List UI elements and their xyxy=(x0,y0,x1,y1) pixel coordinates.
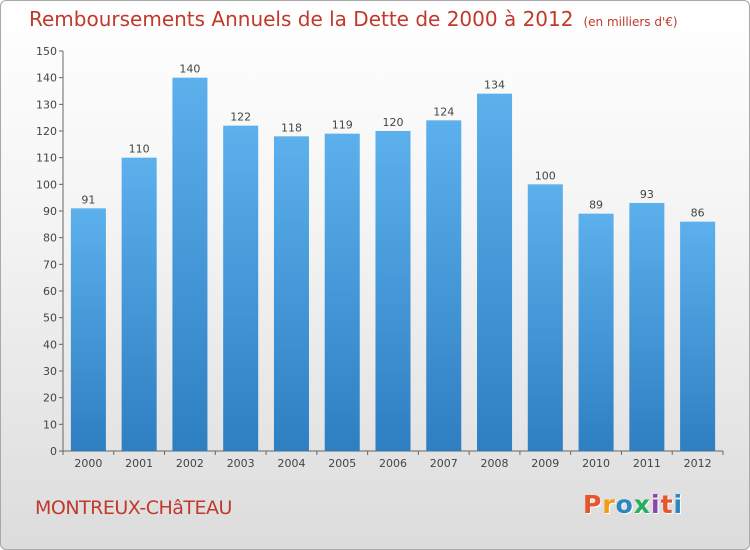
y-tick-label: 130 xyxy=(36,98,57,111)
bar xyxy=(375,131,411,451)
bar-value-label: 91 xyxy=(81,193,95,206)
bar xyxy=(273,136,309,452)
logo-letter: i xyxy=(673,490,684,519)
y-tick-label: 120 xyxy=(36,125,57,138)
x-tick-label: 2003 xyxy=(227,457,255,470)
chart-title: Remboursements Annuels de la Dette de 20… xyxy=(29,7,678,31)
bar-value-label: 118 xyxy=(281,121,302,134)
bar xyxy=(70,208,106,451)
y-tick-label: 50 xyxy=(43,312,57,325)
bar-value-label: 119 xyxy=(332,119,353,132)
y-tick-label: 80 xyxy=(43,232,57,245)
bar xyxy=(629,203,665,451)
bar xyxy=(477,93,513,452)
x-tick-label: 2002 xyxy=(176,457,204,470)
bar xyxy=(121,157,157,451)
bar-value-label: 93 xyxy=(640,188,654,201)
logo-letter: o xyxy=(615,490,634,519)
y-tick-label: 100 xyxy=(36,178,57,191)
bar xyxy=(578,213,614,451)
bar-series: 91 110 140 122 118 119 120 124 134 100 89 93 86 xyxy=(70,63,716,452)
bar xyxy=(426,120,462,451)
x-tick-label: 2006 xyxy=(379,457,407,470)
x-tick-label: 2007 xyxy=(430,457,458,470)
logo-letter: i xyxy=(651,490,661,519)
y-tick-label: 30 xyxy=(43,365,57,378)
x-tick-label: 2008 xyxy=(481,457,509,470)
chart-unit: (en milliers d'€) xyxy=(583,15,678,29)
chart-title-text: Remboursements Annuels de la Dette de 20… xyxy=(29,7,574,31)
bar xyxy=(324,133,360,451)
bar-value-label: 134 xyxy=(484,79,505,92)
logo-letter: r xyxy=(602,490,616,519)
y-tick-label: 140 xyxy=(36,72,57,85)
proxiti-logo: Proxiti xyxy=(583,490,683,519)
y-tick-label: 10 xyxy=(43,418,57,431)
bar-value-label: 140 xyxy=(179,63,200,76)
x-tick-label: 2000 xyxy=(74,457,102,470)
y-tick-label: 20 xyxy=(43,392,57,405)
bar xyxy=(527,184,563,452)
bar-value-label: 120 xyxy=(383,116,404,129)
logo-letter: x xyxy=(633,490,651,519)
chart-axes: 0 10 20 30 40 50 60 70 80 90 100 110 120 130 140 150 200… xyxy=(36,45,724,470)
x-tick-label: 2001 xyxy=(125,457,153,470)
bar-chart: 0 10 20 30 40 50 60 70 80 90 100 110 120 130 140 150 200… xyxy=(36,45,724,470)
x-tick-label: 2005 xyxy=(328,457,356,470)
bar xyxy=(223,125,259,452)
y-tick-label: 90 xyxy=(43,205,57,218)
logo-letter: t xyxy=(660,490,674,519)
bar-value-label: 89 xyxy=(589,199,603,212)
x-tick-label: 2009 xyxy=(531,457,559,470)
bar-value-label: 100 xyxy=(535,169,556,182)
x-tick-label: 2004 xyxy=(277,457,305,470)
bar xyxy=(172,77,208,452)
y-tick-label: 150 xyxy=(36,45,57,58)
x-tick-label: 2012 xyxy=(684,457,712,470)
bar xyxy=(680,221,716,451)
y-tick-label: 60 xyxy=(43,285,57,298)
logo-letter: P xyxy=(583,490,603,519)
x-tick-label: 2011 xyxy=(633,457,661,470)
bar-value-label: 86 xyxy=(691,207,705,220)
y-tick-label: 0 xyxy=(50,445,57,458)
y-tick-label: 110 xyxy=(36,152,57,165)
bar-value-label: 110 xyxy=(129,143,150,156)
x-tick-label: 2010 xyxy=(582,457,610,470)
y-tick-label: 40 xyxy=(43,338,57,351)
bar-value-label: 124 xyxy=(433,105,454,118)
bar-value-label: 122 xyxy=(230,111,251,124)
y-tick-label: 70 xyxy=(43,258,57,271)
city-name: MONTREUX-CHâTEAU xyxy=(35,497,232,519)
